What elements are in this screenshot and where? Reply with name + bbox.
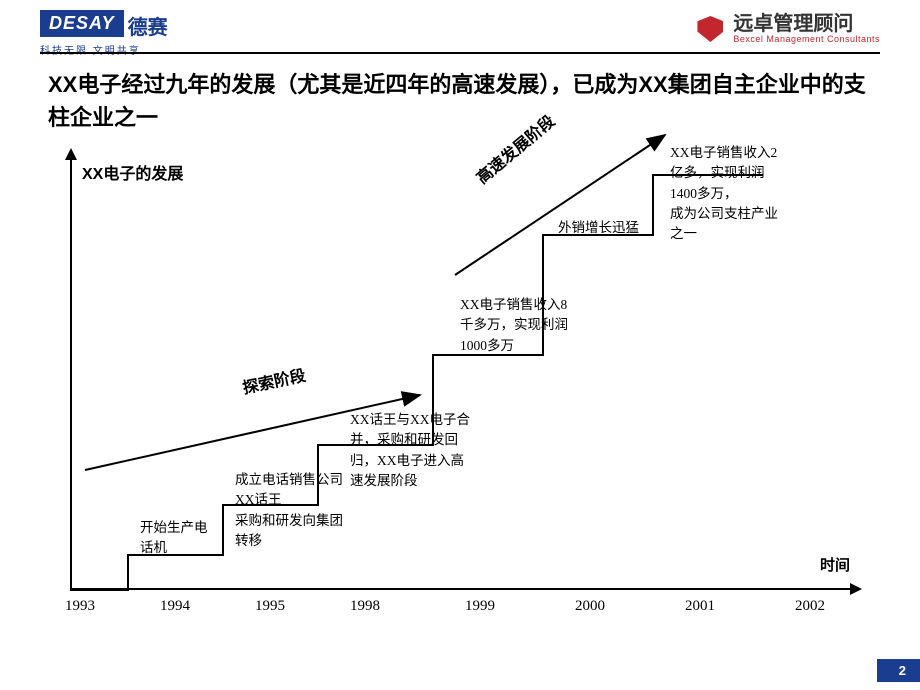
logo-left-sub: 科技无限 文明共享 [40, 42, 168, 57]
page-number: 2 [877, 659, 920, 682]
slide-title: XX电子经过九年的发展（尤其是近四年的高速发展），已成为XX集团自主企业中的支柱… [48, 68, 872, 134]
x-tick: 1993 [65, 598, 95, 615]
book-icon [697, 16, 723, 42]
step-annotation: XX电子销售收入8千多万，实现利润1000多万 [460, 295, 570, 356]
x-tick: 1999 [465, 598, 495, 615]
logo-left-en: DESAY [40, 10, 124, 37]
step-annotation: XX电子销售收入2亿多，实现利润1400多万， 成为公司支柱产业之一 [670, 143, 790, 244]
x-tick: 2001 [685, 598, 715, 615]
step-annotation: 外销增长迅猛 [558, 218, 658, 238]
step-annotation: 成立电话销售公司XX话王 采购和研发向集团转移 [235, 470, 345, 551]
logo-right: 远卓管理顾问 Bexcel Management Consultants [697, 14, 880, 44]
step-annotation: 开始生产电话机 [140, 518, 220, 559]
logo-left-cn: 德赛 [128, 11, 168, 40]
x-tick: 1994 [160, 598, 190, 615]
slide: DESAY德赛 科技无限 文明共享 远卓管理顾问 Bexcel Manageme… [0, 0, 920, 690]
header-rule [40, 52, 880, 54]
logo-left: DESAY德赛 科技无限 文明共享 [40, 10, 168, 57]
x-tick: 1995 [255, 598, 285, 615]
step-chart: XX电子的发展 时间 19931994199519981999200020012… [60, 140, 860, 630]
x-tick: 1998 [350, 598, 380, 615]
step-annotation: XX话王与XX电子合并，采购和研发回归，XX电子进入高速发展阶段 [350, 410, 470, 491]
x-tick: 2000 [575, 598, 605, 615]
x-tick: 2002 [795, 598, 825, 615]
logo-right-en: Bexcel Management Consultants [733, 34, 880, 44]
logo-right-cn: 远卓管理顾问 [733, 14, 880, 34]
